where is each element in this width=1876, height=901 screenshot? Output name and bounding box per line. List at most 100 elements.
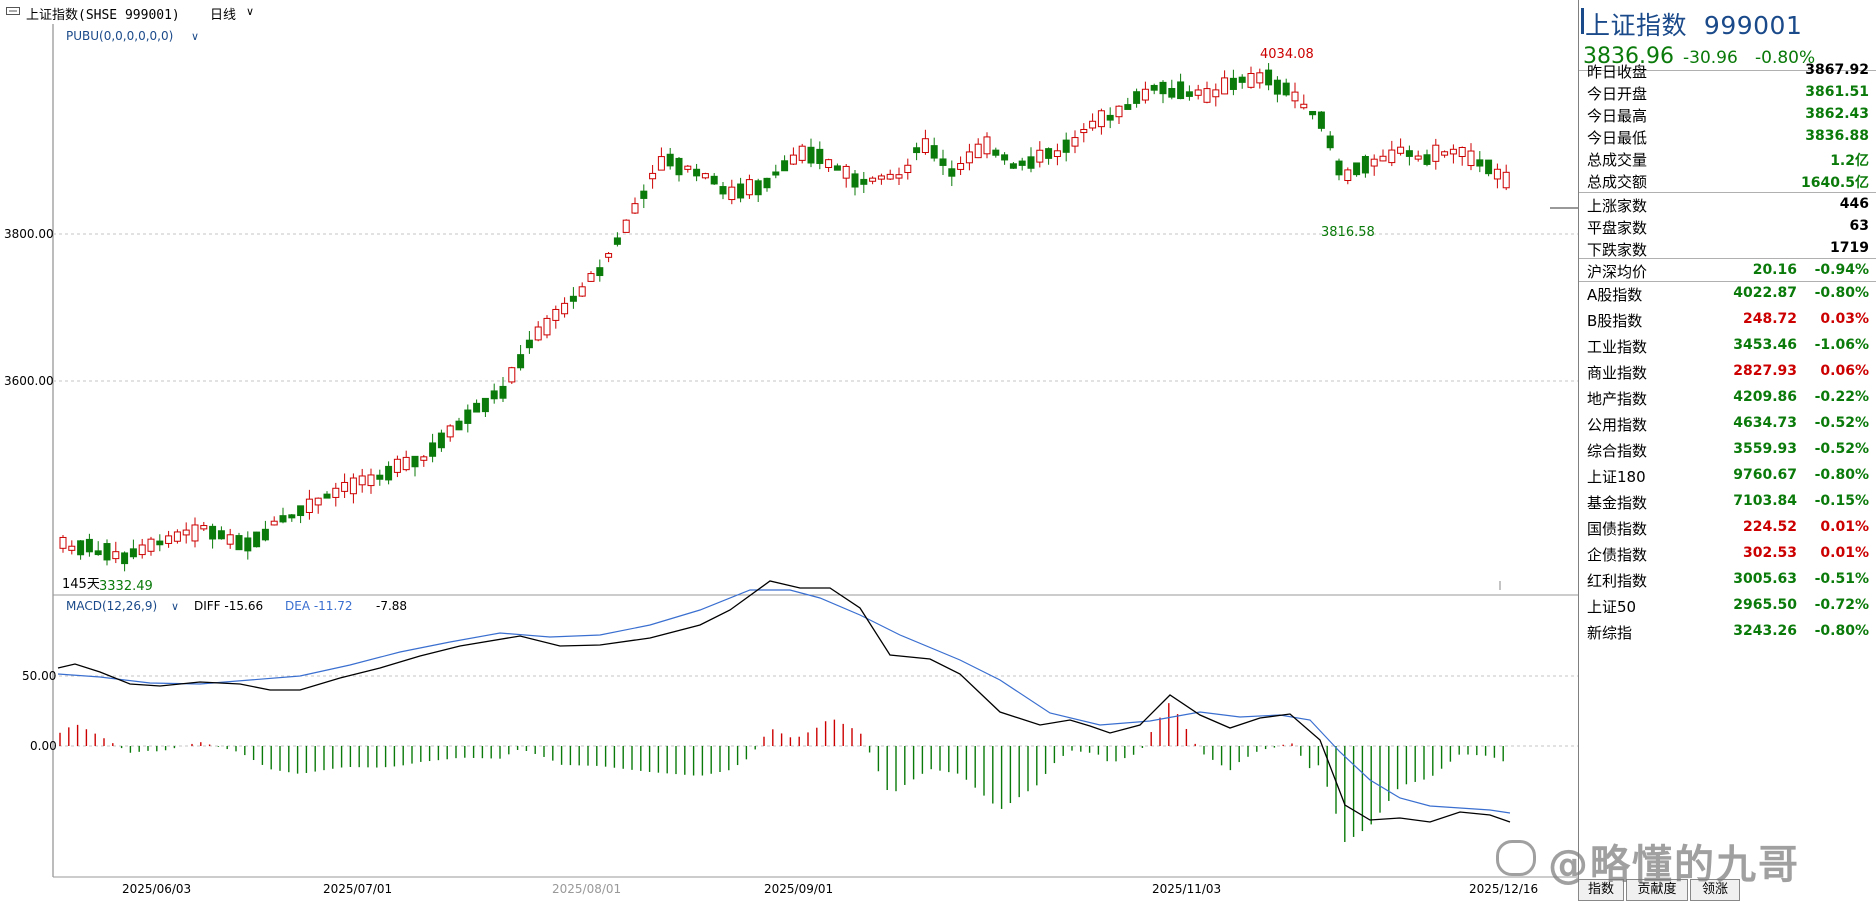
candle-body [411, 455, 419, 468]
candle-body [1018, 160, 1026, 166]
low-price-label: 3816.58 [1321, 225, 1375, 240]
candle-body [1423, 154, 1431, 165]
candle-body [420, 456, 428, 461]
breadth-label: 平盘家数 [1587, 219, 1648, 237]
weibo-logo-icon [1496, 840, 1536, 876]
candle-body [323, 493, 331, 499]
stats-label: 今日最高 [1587, 107, 1648, 125]
indices-row: 红利指数 3005.63 -0.51% [1579, 567, 1876, 593]
last-price: 3836.96 [1583, 44, 1674, 69]
candle-body [473, 402, 481, 413]
x-date-0701: 2025/07/01 [323, 882, 392, 896]
candle-body [728, 186, 736, 201]
candle-body [103, 543, 111, 561]
indices-row: 上证50 2965.50 -0.72% [1579, 593, 1876, 619]
candle-body [1485, 159, 1493, 175]
indices-label: 红利指数 [1587, 572, 1648, 590]
candle-body [1062, 139, 1070, 153]
y-tick-3800: 3800.00 [4, 227, 54, 241]
dea-line [57, 589, 1511, 814]
indices-value: 4634.73 [1733, 415, 1797, 431]
candle-body [1458, 146, 1466, 158]
indices-label: 公用指数 [1587, 416, 1648, 434]
indices-row: 上证180 9760.67 -0.80% [1579, 463, 1876, 489]
tab-top-gainers[interactable]: 领涨 [1690, 879, 1740, 901]
candle-body [1414, 155, 1422, 160]
security-title: 上证指数(SHSE 999001) [26, 8, 180, 23]
candle-body [1502, 171, 1510, 189]
candle-body [1247, 73, 1255, 88]
indices-value: 2965.50 [1733, 597, 1797, 613]
link-icon[interactable] [6, 5, 20, 17]
period-selector[interactable]: 日线 [210, 8, 237, 23]
candle-body [358, 475, 366, 486]
candle-body [965, 151, 973, 164]
candle-body [1168, 87, 1176, 98]
candle-body [367, 474, 375, 487]
candle-body [1159, 81, 1167, 95]
candle-body [913, 147, 921, 154]
candle-body [332, 487, 340, 498]
macd-hist-value: -7.88 [376, 599, 407, 613]
indices-value: 2827.93 [1733, 363, 1797, 379]
candle-body [613, 237, 621, 245]
indices-pct: -0.80% [1814, 467, 1869, 483]
candle-body [253, 531, 261, 548]
candle-body [561, 302, 569, 315]
candle-body [1353, 162, 1361, 176]
x-date-1103: 2025/11/03 [1152, 882, 1221, 896]
avg-price-value: 20.16 [1752, 262, 1797, 278]
candle-body [754, 180, 762, 196]
candle-body [279, 515, 287, 523]
candle-body [1177, 81, 1185, 100]
candle-body [156, 540, 164, 546]
indices-label: 企债指数 [1587, 546, 1648, 564]
candle-body [1273, 79, 1281, 95]
candle-body [1326, 135, 1334, 149]
candle-body [1432, 144, 1440, 162]
candle-body [191, 524, 199, 542]
indices-row: B股指数 248.72 0.03% [1579, 307, 1876, 333]
candle-body [349, 477, 357, 495]
kline-indicator-label[interactable]: PUBU(0,0,0,0,0,0) [66, 29, 173, 43]
breadth-value: 446 [1839, 196, 1869, 212]
stats-row: 今日开盘 3861.51 [1579, 80, 1876, 106]
indices-value: 3559.93 [1733, 441, 1797, 457]
candle-body [807, 146, 815, 164]
breadth-label: 上涨家数 [1587, 197, 1648, 215]
indices-pct: 0.06% [1820, 363, 1869, 379]
candle-body [1229, 77, 1237, 90]
macd-indicator-label[interactable]: MACD(12,26,9) [66, 599, 157, 613]
indices-pct: -0.22% [1814, 389, 1869, 405]
chart-area[interactable]: 3800.00 3600.00 50.00 0.00 PUBU(0,0,0,0,… [0, 0, 1578, 901]
candle-body [1379, 155, 1387, 162]
indices-label: B股指数 [1587, 312, 1643, 330]
candle-body [622, 219, 630, 233]
candle-body [851, 173, 859, 188]
candle-body [974, 143, 982, 159]
candle-body [842, 165, 850, 179]
candle-body [261, 528, 269, 541]
indices-label: 综合指数 [1587, 442, 1648, 460]
candle-body [684, 165, 692, 170]
candle-body [1115, 105, 1123, 118]
stats-row: 昨日收盘 3867.92 [1579, 58, 1876, 84]
candle-body [1361, 155, 1369, 174]
macd-diff-value: DIFF -15.66 [194, 599, 263, 613]
indices-pct: -0.80% [1814, 623, 1869, 639]
chevron-down-icon[interactable]: ∨ [246, 5, 255, 18]
chevron-down-icon[interactable]: ∨ [171, 600, 179, 613]
candle-body [1089, 120, 1097, 129]
indices-value: 7103.84 [1733, 493, 1797, 509]
candle-body [446, 425, 454, 438]
stats-value: 1640.5亿 [1800, 175, 1869, 191]
candle-body [1053, 150, 1061, 158]
candle-body [992, 149, 1000, 156]
candle-body [1309, 110, 1317, 116]
stats-value: 3867.92 [1805, 62, 1869, 78]
chevron-down-icon[interactable]: ∨ [191, 30, 199, 43]
candle-body [1221, 77, 1229, 95]
candle-body [798, 145, 806, 161]
candle-body [112, 551, 120, 560]
candle-body [1238, 76, 1246, 83]
